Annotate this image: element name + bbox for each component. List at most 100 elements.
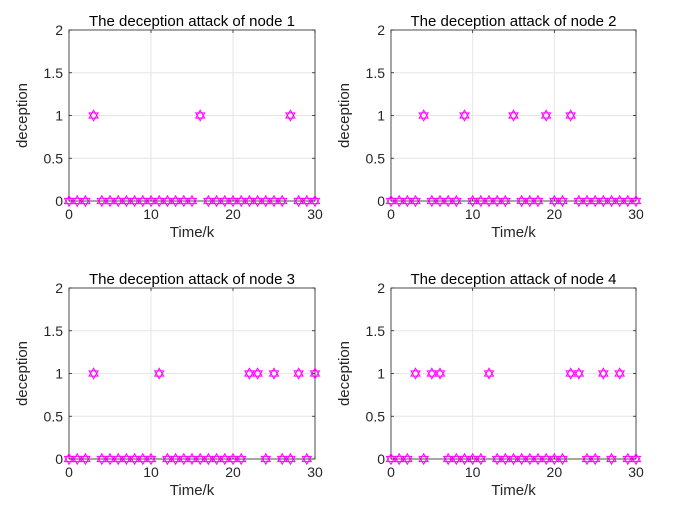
subplot-1: 0 10 20 30 0 0.5 1 1.5 2 The deception attack of … [14, 13, 323, 241]
data-point [211, 194, 222, 208]
y-tick-label: 1.5 [366, 323, 386, 339]
data-point [260, 194, 272, 208]
data-point [121, 194, 132, 208]
data-point [565, 367, 577, 380]
data-point [442, 194, 454, 208]
x-tick-label: 20 [547, 206, 563, 222]
data-point [467, 194, 479, 208]
data-point [410, 367, 421, 380]
subplot-4: 0 10 20 30 0 0.5 1 1.5 2 The deception attack of … [336, 271, 644, 499]
x-tick-label: 10 [143, 206, 159, 222]
data-point [548, 452, 560, 466]
data-point [499, 452, 511, 466]
data-point [589, 194, 601, 208]
data-point [219, 452, 231, 466]
data-point [597, 367, 609, 380]
x-tick-label: 0 [65, 464, 73, 480]
data-point [252, 367, 263, 380]
x-tick-label: 30 [307, 464, 323, 480]
data-point [491, 452, 503, 466]
x-tick-label: 30 [628, 464, 644, 480]
data-point [285, 109, 296, 122]
data-point [104, 452, 116, 466]
y-axis-label: deception [336, 83, 353, 148]
data-point [401, 194, 413, 208]
chart-title: The deception attack of node 2 [411, 13, 617, 30]
y-tick-label: 0.5 [44, 150, 64, 166]
data-point [622, 194, 634, 208]
data-point [450, 194, 462, 208]
data-point [80, 452, 91, 466]
data-point [622, 452, 634, 466]
data-point [96, 194, 108, 208]
x-axis-label: Time/k [491, 482, 536, 499]
data-point [244, 194, 255, 208]
data-point [483, 367, 495, 380]
data-point [385, 194, 397, 208]
data-point [410, 194, 421, 208]
x-tick-label: 20 [547, 464, 563, 480]
chart-title: The deception attack of node 1 [89, 13, 295, 30]
data-point [426, 194, 438, 208]
y-tick-label: 1 [377, 366, 385, 382]
data-point [401, 452, 413, 466]
data-point [475, 194, 487, 208]
data-point [293, 367, 304, 380]
data-point [614, 367, 626, 380]
data-point [211, 452, 222, 466]
x-tick-label: 10 [465, 464, 481, 480]
y-axis-label: deception [14, 83, 31, 148]
data-point [203, 194, 214, 208]
data-point [418, 452, 430, 466]
y-tick-label: 2 [377, 22, 385, 38]
data-point [606, 452, 617, 466]
data-point [606, 194, 617, 208]
data-point [227, 194, 239, 208]
x-tick-label: 0 [387, 464, 395, 480]
data-point [194, 109, 206, 122]
data-point [565, 109, 577, 122]
y-tick-label: 0 [377, 451, 385, 467]
data-point [573, 367, 585, 380]
data-point [293, 194, 304, 208]
data-point [276, 194, 288, 208]
x-tick-label: 20 [225, 206, 241, 222]
y-tick-label: 2 [377, 280, 385, 296]
data-point [301, 194, 313, 208]
data-point [573, 194, 585, 208]
y-tick-label: 1.5 [44, 65, 64, 81]
x-tick-label: 30 [307, 206, 323, 222]
data-point [548, 194, 560, 208]
data-point [434, 367, 446, 380]
data-point [532, 194, 544, 208]
y-tick-label: 0.5 [366, 150, 386, 166]
y-tick-label: 1.5 [366, 65, 386, 81]
data-point [532, 452, 544, 466]
y-tick-label: 1.5 [44, 323, 64, 339]
data-point [235, 452, 247, 466]
data-point [467, 452, 479, 466]
data-point [285, 452, 296, 466]
data-point [499, 194, 511, 208]
data-point [121, 452, 132, 466]
data-point [524, 452, 536, 466]
data-point [235, 194, 247, 208]
data-point [71, 194, 83, 208]
data-point [309, 367, 321, 380]
data-point [393, 452, 405, 466]
data-point [112, 452, 124, 466]
y-tick-label: 1 [377, 108, 385, 124]
data-point [385, 452, 397, 466]
data-point [630, 194, 642, 208]
data-point [268, 194, 280, 208]
y-tick-label: 0 [55, 451, 63, 467]
data-point [96, 452, 108, 466]
data-point [162, 194, 173, 208]
data-point [589, 452, 601, 466]
data-point [178, 194, 190, 208]
data-point [137, 194, 149, 208]
data-point [170, 194, 181, 208]
data-point [186, 194, 198, 208]
